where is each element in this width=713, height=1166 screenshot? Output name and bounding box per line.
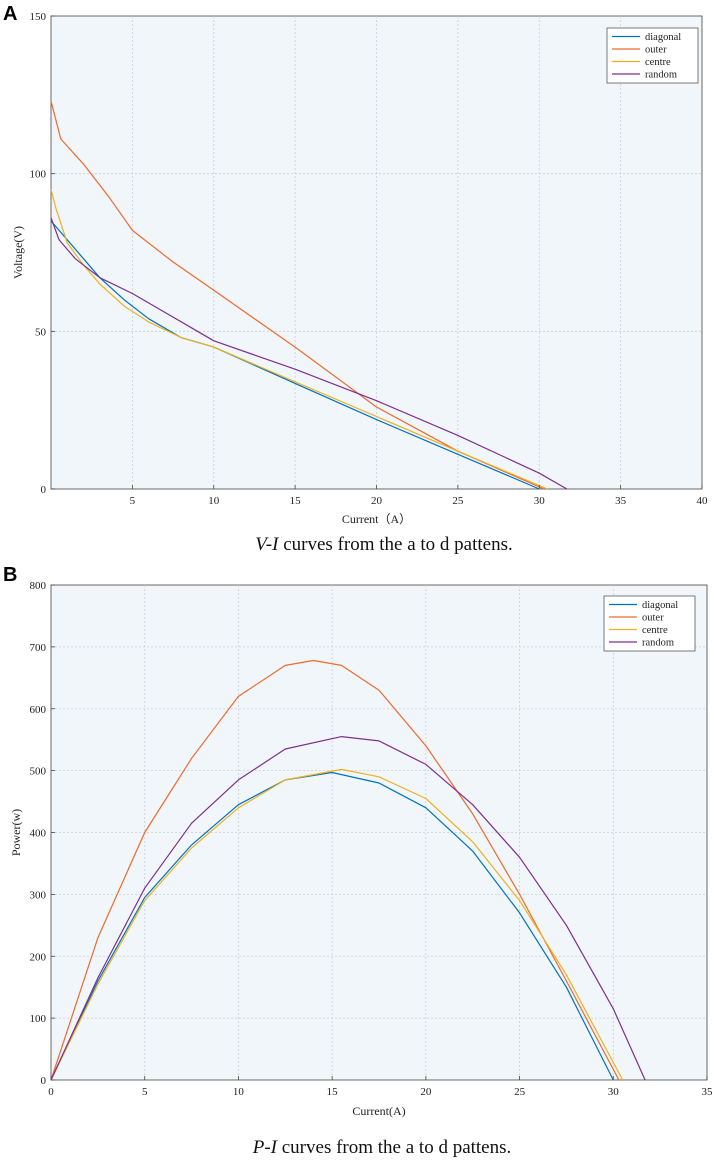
plot-b-legend-label-outer: outer (642, 613, 664, 624)
plot-b-x-tick-label: 20 (420, 1086, 432, 1098)
plot-b-caption: P-I curves from the a to d pattens. (252, 1137, 512, 1158)
plot-b-x-tick-label: 35 (702, 1086, 713, 1098)
plot-a-grid (51, 16, 702, 489)
plot-b-x-tick-label: 0 (48, 1086, 54, 1098)
plot-b-y-tick-label: 600 (30, 704, 47, 716)
plot-a-x-tick-label: 35 (615, 495, 627, 507)
plot-b-series-outer (50, 659, 620, 1081)
plot-a-legend-label-outer: outer (645, 45, 667, 56)
plot-b-x-tick-label: 15 (327, 1086, 339, 1098)
plot-a-x-tick-label: 30 (534, 495, 546, 507)
plot-b-y-tick-label: 200 (30, 951, 47, 963)
plot-b-x-tick-label: 10 (233, 1086, 245, 1098)
plot-b-caption-italic: P-I (252, 1137, 279, 1158)
plot-a-x-tick-label: 15 (290, 495, 302, 507)
plot-b-x-ticks: 0 5 10 15 20 25 30 35 (48, 1076, 713, 1098)
plot-a-y-axis-label: Voltage(V) (11, 226, 25, 279)
panel-a-letter: A (3, 3, 17, 25)
plot-a-legend-label-diagonal: diagonal (645, 32, 681, 43)
plot-a-caption-rest: curves from the a to d pattens. (278, 534, 512, 555)
plot-b-x-axis-label: Current(A) (352, 1104, 405, 1118)
plot-a-caption: V-I curves from the a to d pattens. (255, 534, 512, 555)
plot-a-x-tick-label: 25 (452, 495, 464, 507)
plot-b-y-tick-label: 0 (41, 1075, 47, 1087)
plot-b-y-tick-label: 100 (30, 1013, 47, 1025)
plot-b-y-tick-label: 500 (30, 766, 47, 778)
plot-a-x-tick-label: 10 (208, 495, 220, 507)
plot-a-y-tick-label: 100 (30, 169, 47, 181)
plot-b-grid (51, 585, 707, 1080)
plot-b-caption-rest: curves from the a to d pattens. (277, 1137, 511, 1158)
panel-b-letter: B (3, 564, 17, 586)
plot-b-x-tick-label: 30 (608, 1086, 620, 1098)
plot-a-series-centre (50, 189, 548, 490)
plot-a-lines (50, 100, 568, 490)
plot-a-series-random (50, 217, 568, 490)
plot-a-x-axis-label: Current（A） (342, 512, 411, 526)
panel-b: B 0 5 10 15 20 25 30 35 0 100 200 300 400 500 600 700 8… (3, 564, 713, 1158)
plot-a-series-diagonal (50, 220, 540, 490)
plot-b-y-tick-label: 800 (30, 580, 47, 592)
plot-b-y-ticks: 0 100 200 300 400 500 600 700 800 (30, 580, 55, 1087)
plot-b-legend-label-diagonal: diagonal (642, 600, 678, 611)
plot-b-y-tick-label: 400 (30, 828, 47, 840)
plot-a-x-tick-label: 5 (130, 495, 136, 507)
plot-a-x-tick-label: 40 (697, 495, 709, 507)
plot-a-x-ticks: 5 10 15 20 25 30 35 40 (130, 485, 708, 507)
plot-b-lines (50, 659, 646, 1081)
plot-a-legend-label-random: random (645, 70, 677, 81)
plot-b-series-diagonal (50, 771, 614, 1081)
plot-b-series-centre (50, 768, 624, 1081)
plot-a-y-tick-label: 50 (35, 326, 47, 338)
plot-a-x-tick-label: 20 (371, 495, 383, 507)
plot-a-legend-label-centre: centre (645, 57, 671, 68)
plot-b-y-tick-label: 700 (30, 642, 47, 654)
plot-b-legend-label-centre: centre (642, 625, 668, 636)
plot-a-y-tick-label: 150 (30, 11, 47, 23)
plot-a-y-tick-label: 0 (41, 484, 47, 496)
plot-b-legend-label-random: random (642, 638, 674, 649)
plot-b-y-axis-label: Power(w) (9, 809, 23, 856)
plot-b-x-tick-label: 25 (514, 1086, 526, 1098)
plot-b-y-tick-label: 300 (30, 889, 47, 901)
plot-a-series-outer (50, 100, 545, 490)
plot-a-caption-italic: V-I (255, 534, 280, 555)
plot-a-y-ticks: 0 50 100 150 (30, 11, 55, 496)
plot-b-x-tick-label: 5 (142, 1086, 148, 1098)
panel-a: A 5 10 15 20 25 30 35 40 0 50 100 150 Current（A） V… (3, 3, 708, 555)
plot-b-series-random (50, 735, 646, 1081)
